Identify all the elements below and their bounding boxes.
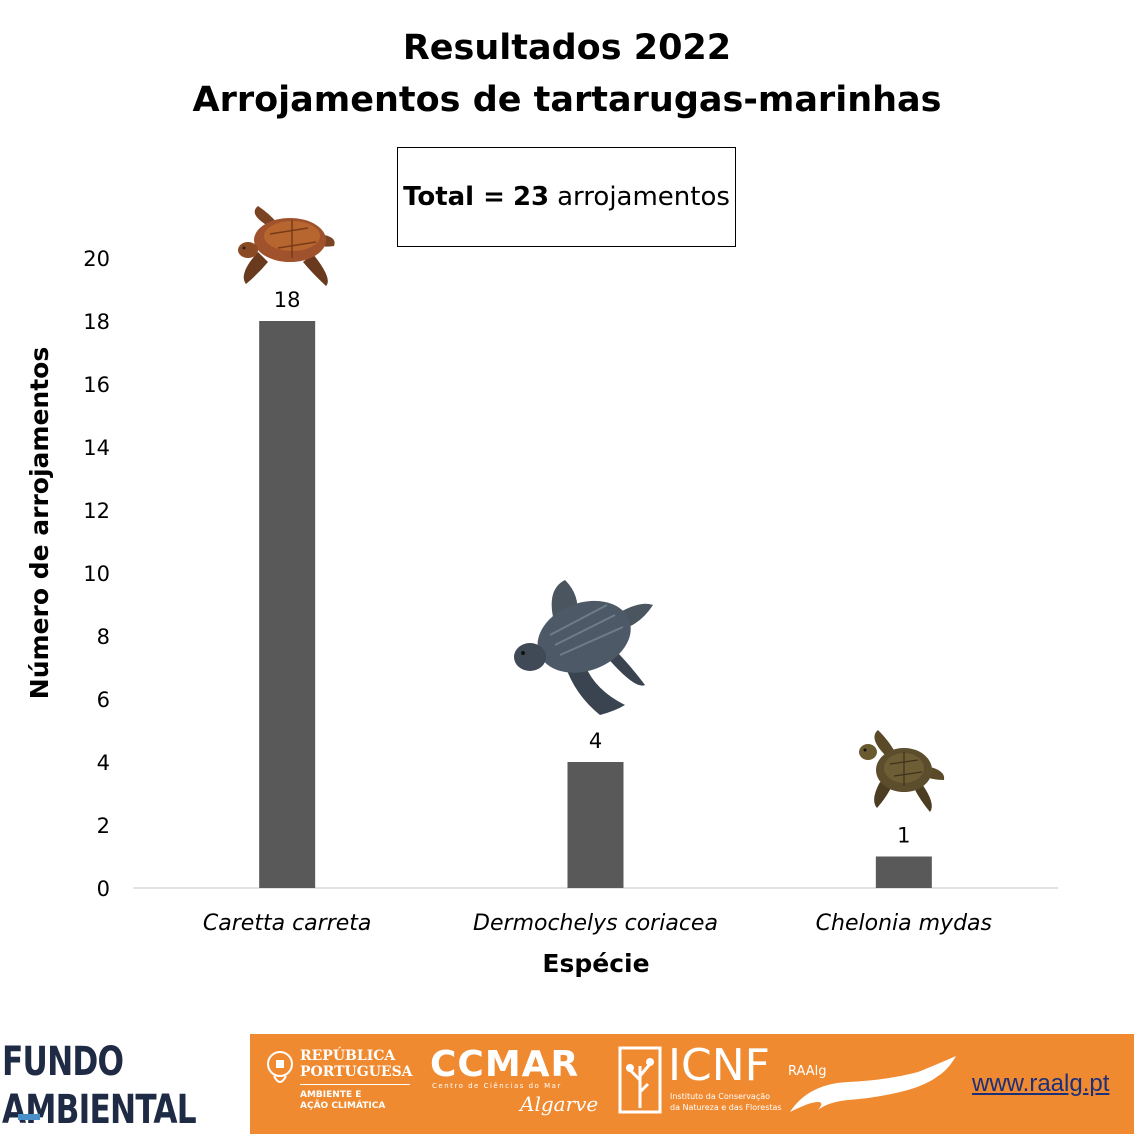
- data-label: 1: [897, 824, 910, 848]
- y-tick-label: 4: [97, 751, 110, 775]
- loggerhead-turtle-icon: [238, 206, 335, 286]
- bar-2: [875, 856, 932, 888]
- y-tick-label: 8: [97, 625, 110, 649]
- category-label: Caretta carreta: [203, 911, 371, 936]
- data-label: 18: [274, 288, 301, 312]
- y-tick-label: 16: [83, 373, 110, 397]
- x-axis-title: Espécie: [542, 949, 649, 978]
- y-tick-label: 12: [83, 499, 110, 523]
- republica-line2: PORTUGUESA: [300, 1064, 413, 1080]
- bar-0: [259, 321, 316, 888]
- icnf-subtitle-line1: Instituto da Conservação: [670, 1092, 771, 1101]
- fundo-ambiental-logo: FUNDO AMBIENTAL: [0, 1034, 250, 1134]
- leatherback-turtle-icon: [514, 580, 653, 715]
- ambiental-text: AMBIENTAL: [2, 1087, 197, 1133]
- y-tick-label: 2: [97, 814, 110, 838]
- dolphin-icon: [790, 1056, 956, 1112]
- bar-1: [567, 762, 624, 888]
- icnf-tree-icon: [618, 1046, 662, 1114]
- data-label: 4: [589, 729, 602, 753]
- fundo-text: FUNDO: [2, 1039, 124, 1085]
- total-label: Total =: [403, 182, 505, 212]
- y-tick-label: 18: [83, 310, 110, 334]
- green-turtle-icon: [859, 730, 945, 812]
- chart-title-line1: Resultados 2022: [402, 28, 732, 68]
- ccmar-subtitle: Centro de Ciências do Mar: [432, 1082, 562, 1090]
- icnf-logo-text: ICNF: [668, 1040, 770, 1091]
- republica-line4: AÇÃO CLIMÁTICA: [300, 1101, 386, 1111]
- chart-title-line2: Arrojamentos de tartarugas-marinhas: [192, 80, 942, 120]
- raalg-text: RAAlg: [788, 1064, 827, 1079]
- y-tick-label: 14: [83, 436, 110, 460]
- fundo-accent-bar: [18, 1114, 40, 1120]
- y-tick-label: 6: [97, 688, 110, 712]
- y-tick-label: 20: [83, 247, 110, 271]
- raalg-website-link[interactable]: www.raalg.pt: [972, 1070, 1110, 1097]
- republica-line3: AMBIENTE E: [300, 1090, 362, 1100]
- y-tick-label: 0: [97, 877, 110, 901]
- y-tick-label: 10: [83, 562, 110, 586]
- icnf-subtitle-line2: da Natureza e das Florestas: [670, 1103, 782, 1112]
- category-label: Chelonia mydas: [816, 911, 992, 936]
- republica-line1: REPÚBLICA: [300, 1048, 396, 1064]
- total-unit: arrojamentos: [557, 182, 730, 212]
- partner-logos-band: REPÚBLICA PORTUGUESA AMBIENTE E AÇÃO CLI…: [250, 1034, 1134, 1134]
- republica-divider: [300, 1084, 410, 1085]
- republica-crest-icon: [267, 1051, 293, 1083]
- ccmar-logo-text: CCMAR: [430, 1044, 580, 1085]
- total-value: 23: [512, 182, 550, 212]
- algarve-text: Algarve: [520, 1092, 599, 1116]
- y-axis-title: Número de arrojamentos: [25, 347, 54, 699]
- category-label: Dermochelys coriacea: [473, 911, 718, 936]
- total-box: Total = 23 arrojamentos: [397, 147, 736, 247]
